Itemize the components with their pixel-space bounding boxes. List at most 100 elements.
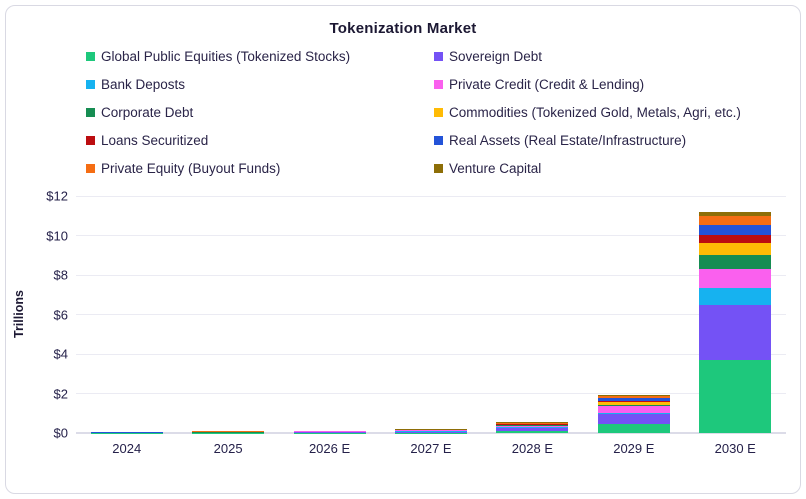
gridline-8 — [76, 274, 786, 276]
legend-item-sovereign-debt: Sovereign Debt — [434, 49, 800, 64]
legend-label: Venture Capital — [449, 161, 542, 176]
legend-item-private-credit-credit-lending: Private Credit (Credit & Lending) — [434, 77, 800, 92]
legend-label: Private Credit (Credit & Lending) — [449, 77, 645, 92]
legend-item-real-assets-real-estate-infrastructure: Real Assets (Real Estate/Infrastructure) — [434, 133, 800, 148]
bar-segment-corporate-debt — [496, 425, 569, 426]
y-tick-label-2: $2 — [53, 386, 68, 401]
legend-swatch-icon — [434, 108, 443, 117]
legend-swatch-icon — [434, 52, 443, 61]
y-tick-label-8: $8 — [53, 267, 68, 283]
bar-segment-commodities-tokenized-gold-metals-agri-etc — [597, 401, 670, 405]
bar-segment-real-assets-real-estate-infrastructure — [699, 224, 772, 235]
legend-label: Private Equity (Buyout Funds) — [101, 161, 281, 176]
bar-segment-private-equity-buyout-funds — [597, 396, 670, 398]
bar-segment-loans-securitized — [699, 234, 772, 244]
bar-segment-private-credit-credit-lending — [597, 406, 670, 413]
legend-swatch-icon — [86, 52, 95, 61]
legend-label: Global Public Equities (Tokenized Stocks… — [101, 49, 351, 64]
legend: Global Public Equities (Tokenized Stocks… — [86, 49, 800, 176]
bar-segment-corporate-debt — [699, 255, 772, 270]
y-tick-label-10: $10 — [46, 228, 68, 243]
stacked-bar-2025 — [192, 431, 265, 433]
legend-item-bank-deposts: Bank Deposts — [86, 77, 434, 92]
stacked-bar-2026-e — [293, 430, 366, 433]
bar-segment-venture-capital — [699, 212, 772, 216]
bar-column-2024 — [76, 196, 177, 433]
gridline-10 — [76, 235, 786, 236]
bar-segment-private-credit-credit-lending — [699, 269, 772, 288]
bar-segment-real-assets-real-estate-infrastructure — [597, 397, 670, 401]
bar-segment-bank-deposts — [496, 427, 569, 428]
chart-card: Tokenization Market Global Public Equiti… — [5, 5, 801, 494]
plot-area — [76, 195, 786, 434]
stacked-bar-2024 — [90, 432, 163, 433]
y-tick-label-0: $0 — [53, 425, 68, 441]
stacked-bar-2030-e — [699, 212, 772, 433]
y-tick-label-6: $6 — [53, 307, 68, 322]
gridline-2 — [76, 393, 786, 394]
legend-item-corporate-debt: Corporate Debt — [86, 105, 434, 120]
x-tick-label-2029-e: 2029 E — [613, 441, 655, 456]
legend-label: Loans Securitized — [101, 133, 209, 148]
stacked-bar-2029-e — [597, 394, 670, 433]
gridline-6 — [76, 314, 786, 315]
x-tick-label-2024: 2024 — [112, 441, 142, 456]
bar-column-2026-e — [279, 196, 380, 433]
bar-segment-bank-deposts — [597, 412, 670, 415]
bar-segment-sovereign-debt — [597, 414, 670, 425]
chart-title: Tokenization Market — [329, 20, 477, 37]
bar-column-2025 — [177, 196, 278, 433]
x-tick-label-2026-e: 2026 E — [308, 441, 351, 456]
bar-segment-private-equity-buyout-funds — [699, 215, 772, 225]
y-axis-ticks: $0 $2 $4 $6 $8 $10 $12 — [32, 189, 76, 441]
bar-segment-private-equity-buyout-funds — [192, 431, 265, 432]
bar-segment-corporate-debt — [597, 404, 670, 407]
legend-swatch-icon — [86, 80, 95, 89]
legend-label: Commodities (Tokenized Gold, Metals, Agr… — [449, 105, 741, 120]
legend-swatch-icon — [86, 164, 95, 173]
legend-item-global-public-equities-tokenized-stocks: Global Public Equities (Tokenized Stocks… — [86, 49, 434, 64]
bar-column-2028-e — [482, 196, 583, 433]
bar-segment-global-public-equities-tokenized-stocks — [496, 431, 569, 433]
gridline-4 — [76, 353, 786, 355]
y-tick-label-12: $12 — [46, 188, 68, 204]
bar-column-2029-e — [583, 196, 684, 433]
chart-area: Trillions $0 $2 $4 $6 $8 $10 $12 2024 2025 2026 … — [6, 189, 800, 456]
bar-segment-sovereign-debt — [699, 304, 772, 360]
legend-item-commodities-tokenized-gold-metals-agri-etc: Commodities (Tokenized Gold, Metals, Agr… — [434, 105, 800, 120]
bars-row — [76, 196, 786, 433]
bar-segment-venture-capital — [597, 394, 670, 397]
legend-label: Real Assets (Real Estate/Infrastructure) — [449, 133, 687, 148]
legend-swatch-icon — [434, 80, 443, 89]
x-axis-labels: 2024 2025 2026 E 2027 E 2028 E 2029 E 2030 E — [6, 441, 786, 456]
bar-segment-commodities-tokenized-gold-metals-agri-etc — [496, 424, 569, 426]
bar-column-2030-e — [685, 196, 786, 433]
stacked-bar-2028-e — [496, 422, 569, 433]
bar-segment-sovereign-debt — [394, 431, 467, 433]
legend-swatch-icon — [86, 136, 95, 145]
legend-item-venture-capital: Venture Capital — [434, 161, 800, 176]
legend-label: Sovereign Debt — [449, 49, 543, 64]
legend-swatch-icon — [86, 108, 95, 117]
y-tick-label-4: $4 — [53, 346, 68, 362]
bar-segment-commodities-tokenized-gold-metals-agri-etc — [699, 243, 772, 256]
legend-swatch-icon — [434, 136, 443, 145]
bar-segment-sovereign-debt — [293, 431, 366, 433]
legend-item-private-equity-buyout-funds: Private Equity (Buyout Funds) — [86, 161, 434, 176]
x-axis-spacer — [6, 441, 76, 456]
legend-item-loans-securitized: Loans Securitized — [86, 133, 434, 148]
bar-column-2027-e — [380, 196, 481, 433]
bar-segment-private-equity-buyout-funds — [496, 422, 569, 424]
bar-segment-global-public-equities-tokenized-stocks — [597, 424, 670, 433]
bar-segment-real-assets-real-estate-infrastructure — [496, 423, 569, 425]
bar-segment-loans-securitized — [597, 400, 670, 402]
legend-swatch-icon — [434, 164, 443, 173]
x-tick-label-2028-e: 2028 E — [511, 441, 553, 456]
legend-label: Bank Deposts — [101, 77, 186, 92]
x-tick-label-2027-e: 2027 E — [410, 441, 452, 456]
bar-segment-bank-deposts — [699, 287, 772, 305]
x-tick-label-2030-e: 2030 E — [714, 441, 756, 456]
bar-segment-sovereign-debt — [496, 427, 569, 432]
gridline-0 — [76, 432, 786, 434]
bar-segment-global-public-equities-tokenized-stocks — [699, 359, 772, 433]
